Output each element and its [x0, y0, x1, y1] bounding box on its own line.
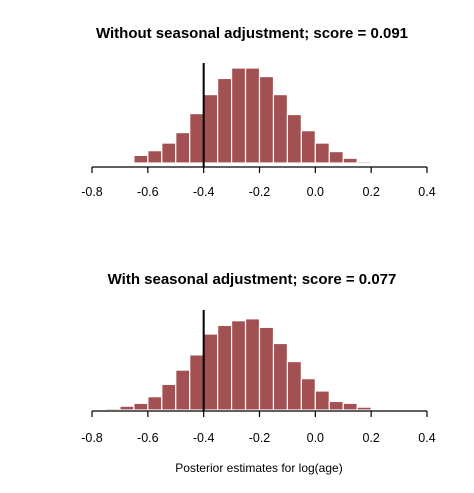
x-axis-label: Posterior estimates for log(age) — [175, 461, 342, 475]
top-histogram-bar — [217, 77, 233, 164]
top-x-tick-label: 0.2 — [362, 185, 379, 199]
top-x-tick-label: -0.2 — [249, 185, 271, 199]
bottom-histogram-bar — [217, 324, 233, 411]
bottom-histogram-bar — [203, 333, 219, 411]
top-histogram-panel: Without seasonal adjustment; score = 0.0… — [81, 25, 436, 199]
bottom-histogram-bar — [119, 405, 135, 411]
bottom-histogram-bar — [244, 318, 261, 411]
bottom-histogram-bar — [105, 407, 121, 411]
top-histogram-bar — [314, 142, 330, 164]
top-histogram-bar — [286, 113, 302, 164]
top-x-tick-label: -0.8 — [81, 185, 103, 199]
bottom-histogram-bar — [272, 342, 289, 411]
bottom-x-tick-label: -0.8 — [81, 431, 103, 445]
top-histogram-bar — [300, 130, 316, 164]
bottom-x-tick-label: -0.2 — [249, 431, 271, 445]
bottom-histogram-bar — [356, 406, 372, 411]
top-histogram-bar — [119, 161, 135, 164]
top-histogram-bar — [147, 150, 163, 164]
bottom-histogram-bar — [342, 402, 358, 411]
top-x-tick-label: 0.4 — [418, 185, 435, 199]
bottom-x-tick-label: -0.6 — [137, 431, 159, 445]
bottom-histogram-bar — [189, 354, 205, 411]
bottom-histogram-bar — [147, 396, 163, 411]
bottom-x-tick-label: -0.4 — [193, 431, 215, 445]
top-histogram-bar — [328, 151, 344, 164]
bottom-chart-title: With seasonal adjustment; score = 0.077 — [108, 271, 397, 288]
bottom-histogram-bar — [133, 402, 149, 411]
bottom-histogram-bar — [258, 326, 275, 411]
top-histogram-bar — [161, 142, 177, 164]
top-x-tick-label: -0.4 — [193, 185, 215, 199]
bottom-x-tick-label: 0.0 — [307, 431, 324, 445]
top-x-axis-ticks: -0.8 -0.6 -0.4 -0.2 0.0 0.2 0.4 — [81, 167, 436, 199]
top-histogram-bar — [133, 154, 149, 164]
bottom-histogram-bar — [328, 400, 344, 411]
bottom-histogram-bar — [161, 383, 177, 411]
bottom-histogram-bar — [286, 360, 302, 411]
top-histogram-bar — [244, 67, 261, 164]
top-histogram-bars — [105, 67, 372, 164]
top-histogram-bar — [356, 160, 372, 164]
bottom-histogram-bar — [91, 408, 107, 411]
top-histogram-bar — [230, 67, 247, 164]
top-histogram-bar — [175, 132, 191, 164]
top-histogram-bar — [258, 75, 275, 164]
top-x-tick-label: -0.6 — [137, 185, 159, 199]
top-histogram-bar — [342, 157, 358, 164]
top-histogram-bar — [203, 93, 219, 164]
top-histogram-bar — [105, 161, 121, 164]
bottom-histogram-bar — [314, 390, 330, 411]
bottom-x-axis-ticks: -0.8 -0.6 -0.4 -0.2 0.0 0.2 0.4 — [81, 411, 436, 445]
bottom-histogram-bar — [175, 369, 191, 411]
top-histogram-bar — [189, 112, 205, 164]
bottom-histogram-panel: With seasonal adjustment; score = 0.077 … — [81, 271, 436, 445]
top-x-tick-label: 0.0 — [307, 185, 324, 199]
bottom-histogram-bars — [91, 318, 372, 411]
bottom-x-tick-label: 0.4 — [418, 431, 435, 445]
bottom-histogram-bar — [230, 320, 247, 411]
top-chart-title: Without seasonal adjustment; score = 0.0… — [96, 25, 408, 42]
bottom-x-tick-label: 0.2 — [362, 431, 379, 445]
top-histogram-bar — [272, 93, 289, 164]
bottom-histogram-bar — [300, 378, 316, 411]
